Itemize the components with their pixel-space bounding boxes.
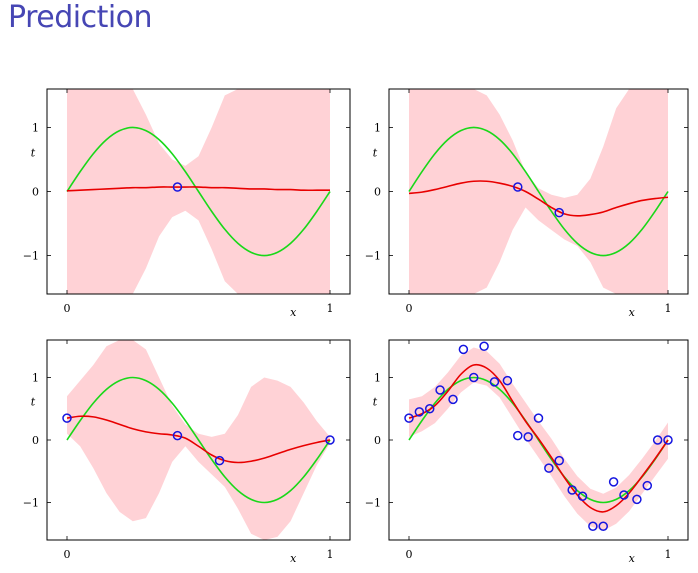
data-point <box>414 407 425 417</box>
data-point <box>502 375 513 386</box>
data-point <box>608 477 619 487</box>
x-tick-label: 1 <box>327 302 334 315</box>
data-point <box>632 494 642 505</box>
y-axis-label: t <box>31 146 36 159</box>
data-point <box>513 430 523 441</box>
data-point <box>652 435 663 445</box>
x-tick-label: 0 <box>406 302 413 315</box>
y-tick-label: 0 <box>32 434 39 447</box>
data-point <box>469 372 479 383</box>
plot-top-right: −1 0 1 0 1 x t <box>365 88 689 319</box>
x-axis-label: x <box>629 306 636 319</box>
plot-top-left: −1 0 1 0 1 x t <box>23 88 351 319</box>
data-point <box>172 182 183 192</box>
data-point <box>489 377 500 387</box>
y-tick-label: −1 <box>365 497 381 510</box>
y-axis-label: t <box>373 146 378 159</box>
data-point <box>619 490 629 500</box>
x-tick-label: 1 <box>327 548 334 561</box>
data-point <box>479 341 489 351</box>
data-point <box>598 521 608 531</box>
data-point <box>567 485 577 495</box>
true-function-line <box>408 126 669 257</box>
data-point <box>404 413 414 423</box>
predictive-mean-line <box>408 363 669 513</box>
data-point <box>642 480 653 491</box>
y-tick-label: 0 <box>374 434 381 447</box>
y-axis-label: t <box>373 396 378 409</box>
data-point <box>424 404 435 414</box>
true-function-line <box>66 376 331 504</box>
y-tick-label: 1 <box>32 372 39 385</box>
y-tick-label: 1 <box>32 121 39 134</box>
x-axis-label: x <box>290 306 297 319</box>
y-tick-label: 1 <box>374 372 381 385</box>
data-point <box>325 435 335 445</box>
x-tick-label: 1 <box>665 548 672 561</box>
y-tick-label: −1 <box>23 497 39 510</box>
data-point <box>544 463 554 473</box>
y-tick-label: −1 <box>23 250 39 263</box>
data-point <box>62 413 72 423</box>
data-point <box>663 435 673 445</box>
x-tick-label: 0 <box>64 302 71 315</box>
plot-bottom-left: −1 0 1 0 1 x t <box>23 339 351 565</box>
predictive-mean-line <box>408 180 669 217</box>
x-axis-label: x <box>290 552 297 565</box>
data-point <box>533 413 544 423</box>
predictive-mean-line <box>66 415 331 464</box>
data-point <box>448 394 458 405</box>
data-point <box>435 385 445 395</box>
x-tick-label: 0 <box>406 548 413 561</box>
x-axis-label: x <box>629 552 636 565</box>
x-tick-label: 1 <box>665 302 672 315</box>
predictive-mean-line <box>66 186 331 192</box>
y-tick-label: −1 <box>365 250 381 263</box>
data-point <box>513 182 523 192</box>
data-point <box>458 344 469 355</box>
data-point <box>554 207 564 218</box>
plot-bottom-right: −1 0 1 0 1 x t <box>365 339 689 565</box>
data-point <box>523 432 533 442</box>
true-function-line <box>66 126 331 257</box>
slide-title: Prediction <box>8 0 153 35</box>
data-point <box>554 455 564 466</box>
y-tick-label: 0 <box>374 186 381 199</box>
y-axis-label: t <box>31 396 36 409</box>
y-tick-label: 0 <box>32 186 39 199</box>
data-point <box>577 491 588 501</box>
data-point <box>172 430 183 441</box>
y-tick-label: 1 <box>374 121 381 134</box>
x-tick-label: 0 <box>64 548 71 561</box>
data-point <box>588 521 598 531</box>
data-point <box>214 455 225 466</box>
